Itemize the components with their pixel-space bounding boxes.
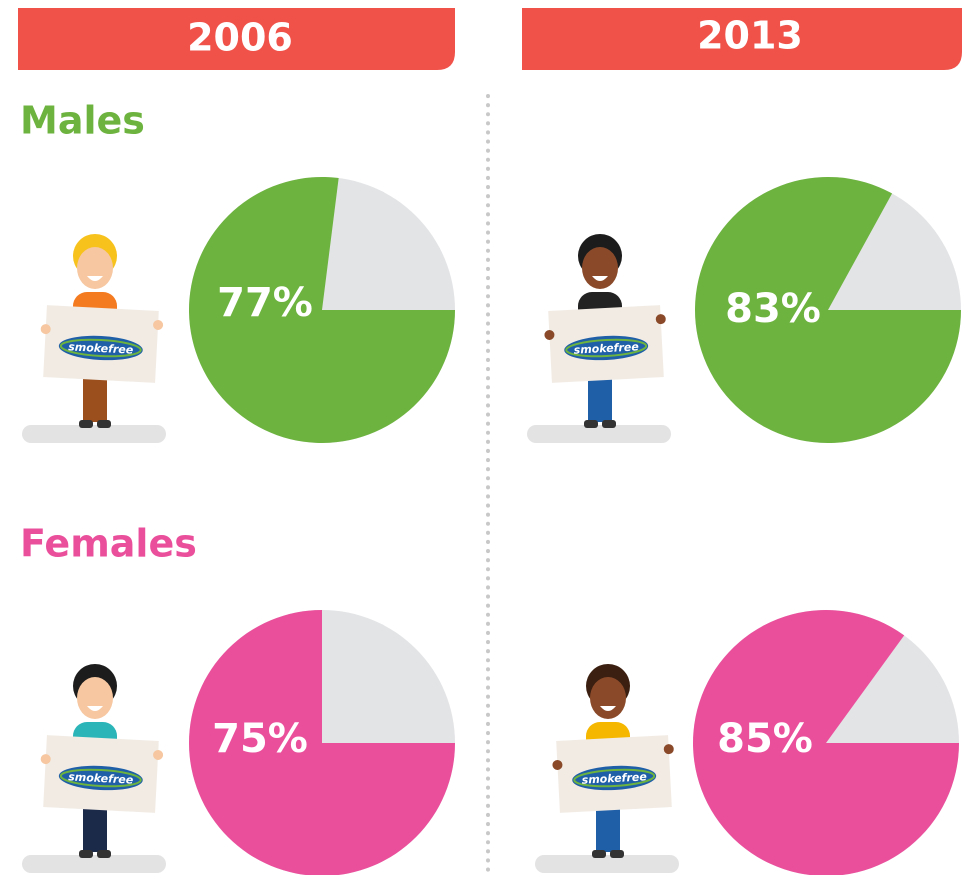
pie-value-label: 77% xyxy=(217,280,313,326)
group-label: Females xyxy=(20,522,197,566)
ground xyxy=(22,425,166,443)
hand xyxy=(663,744,674,755)
ground xyxy=(527,425,671,443)
group-label: Males xyxy=(20,99,145,143)
sign: smokefree xyxy=(552,735,674,813)
logo-swoosh xyxy=(573,768,656,788)
logo-swoosh xyxy=(59,768,142,788)
person: smokefree xyxy=(535,664,679,873)
sign: smokefree xyxy=(40,305,164,383)
head xyxy=(77,677,113,719)
hand xyxy=(40,324,51,335)
sign-text: smokefree xyxy=(68,340,134,356)
sign-text: smokefree xyxy=(68,770,134,786)
person: smokefree xyxy=(527,234,671,443)
logo-swoosh xyxy=(565,338,648,358)
pie-value-label: 83% xyxy=(725,286,821,332)
person: smokefree xyxy=(22,234,166,443)
shoe xyxy=(602,420,616,428)
shoe xyxy=(79,850,93,858)
header-bar xyxy=(18,8,455,70)
shoe xyxy=(592,850,606,858)
head xyxy=(77,247,113,289)
smile xyxy=(87,706,103,711)
head xyxy=(590,677,626,719)
pie-slice xyxy=(695,176,961,443)
header-year: 2006 xyxy=(187,16,293,60)
person: smokefree xyxy=(22,664,166,873)
hand xyxy=(40,754,51,765)
hand xyxy=(544,329,555,340)
hand xyxy=(655,314,666,325)
header-year: 2013 xyxy=(697,14,803,58)
hand xyxy=(552,759,563,770)
logo-swoosh xyxy=(59,338,142,358)
shoe xyxy=(97,420,111,428)
pie-slice xyxy=(693,610,959,875)
pie-value-label: 75% xyxy=(212,716,308,762)
smile xyxy=(592,276,608,281)
shoe xyxy=(610,850,624,858)
head xyxy=(582,247,618,289)
shoe xyxy=(584,420,598,428)
smile xyxy=(600,706,616,711)
sign-text: smokefree xyxy=(581,770,647,786)
ground xyxy=(22,855,166,873)
header-bar xyxy=(522,8,962,70)
smile xyxy=(87,276,103,281)
pie-slice xyxy=(189,177,456,444)
shoe xyxy=(79,420,93,428)
pie-slice xyxy=(189,610,455,875)
ground xyxy=(535,855,679,873)
pie-value-label: 85% xyxy=(717,716,813,762)
sign: smokefree xyxy=(40,735,164,813)
sign: smokefree xyxy=(544,305,666,383)
hand xyxy=(153,319,164,330)
shoe xyxy=(97,850,111,858)
sign-text: smokefree xyxy=(573,340,639,356)
hand xyxy=(153,749,164,760)
